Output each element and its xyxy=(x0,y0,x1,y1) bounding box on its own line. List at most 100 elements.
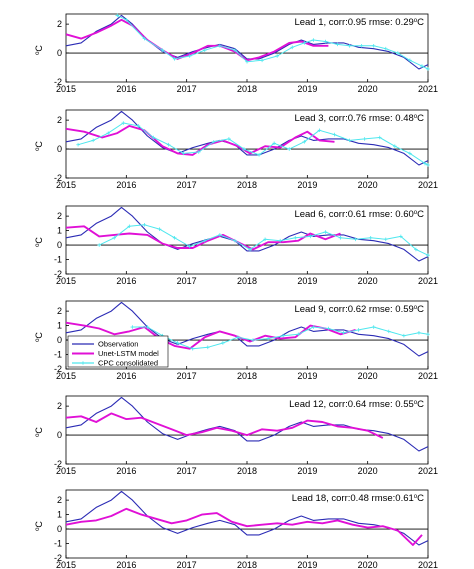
x-tick-label: 2019 xyxy=(297,276,317,286)
cpc-point-marker xyxy=(426,253,430,257)
cpc-point-marker xyxy=(236,335,240,339)
cpc-point-marker xyxy=(323,230,328,234)
cpc-point-marker xyxy=(76,142,80,147)
cpc-point-marker xyxy=(260,58,264,63)
y-axis-label: oC xyxy=(34,45,44,55)
y-tick-label: 0 xyxy=(57,524,62,534)
x-tick-label: 2021 xyxy=(418,371,438,381)
y-tick-label: 2 xyxy=(57,495,62,505)
cpc-point-marker xyxy=(371,44,376,48)
cpc-point-marker xyxy=(393,144,397,148)
panel-3: 2015 2016 2017 2018 2019 2020 2021 2 1 0 -1 -2 oC Lea… xyxy=(34,205,438,286)
cpc-point-marker xyxy=(281,333,285,338)
cpc-point-marker xyxy=(399,234,403,239)
panel-5: 2015 2016 2017 2018 2019 2020 2021 2 0 -2 oC Lead 1… xyxy=(34,395,438,476)
x-tick-label: 2017 xyxy=(177,560,197,569)
cpc-point-marker xyxy=(130,325,135,329)
x-tick-label: 2016 xyxy=(116,466,136,476)
y-tick-label: -1 xyxy=(54,539,62,549)
x-tick-label: 2021 xyxy=(418,84,438,94)
cpc-point-marker xyxy=(202,48,207,52)
panel-title: Lead 18, corr:0.48 rmse:0.61oC xyxy=(292,493,424,504)
y-tick-label: -1 xyxy=(54,255,62,265)
x-tick-label: 2021 xyxy=(418,466,438,476)
cpc-point-marker xyxy=(142,36,147,41)
cpc-point-marker xyxy=(160,48,165,52)
cpc-point-marker xyxy=(347,138,352,143)
cpc-point-marker xyxy=(172,57,177,61)
y-axis-label: oC xyxy=(34,237,44,247)
cpc-point-marker xyxy=(166,142,171,147)
cpc-point-marker xyxy=(115,13,120,18)
cpc-point-marker xyxy=(127,224,132,229)
cpc-point-marker xyxy=(196,150,201,154)
panel-title: Lead 1, corr:0.95 rmse: 0.29oC xyxy=(294,17,424,28)
y-tick-label: 0 xyxy=(57,335,62,345)
cpc-point-marker xyxy=(362,137,367,141)
cpc-point-marker xyxy=(426,163,430,167)
y-tick-label: -2 xyxy=(54,77,62,87)
cpc-point-marker xyxy=(121,121,126,125)
cpc-point-marker xyxy=(402,333,406,338)
cpc-point-marker xyxy=(377,135,382,140)
cpc-point-marker xyxy=(205,345,210,350)
x-tick-label: 2018 xyxy=(237,180,257,190)
y-tick-label: -2 xyxy=(54,173,62,183)
legend-label: Unet-LSTM model xyxy=(98,349,159,358)
y-axis-label: oC xyxy=(34,521,44,531)
cpc-point-marker xyxy=(311,38,316,42)
cpc-point-marker xyxy=(151,135,156,140)
cpc-point-marker xyxy=(383,46,388,51)
series-observation-line xyxy=(65,14,429,70)
cpc-point-marker xyxy=(187,244,192,249)
x-tick-label: 2019 xyxy=(297,560,317,569)
x-tick-label: 2020 xyxy=(358,84,378,94)
x-tick-label: 2017 xyxy=(177,276,197,286)
cpc-point-marker xyxy=(383,237,388,242)
y-tick-label: 2 xyxy=(57,115,62,125)
series-observation-line xyxy=(65,110,429,166)
x-tick-label: 2019 xyxy=(297,371,317,381)
cpc-point-marker xyxy=(157,227,162,231)
cpc-point-marker xyxy=(347,44,352,48)
x-tick-label: 2018 xyxy=(237,560,257,569)
y-tick-label: 1 xyxy=(57,510,62,520)
x-tick-label: 2015 xyxy=(56,180,76,190)
cpc-point-marker xyxy=(341,331,346,335)
x-tick-label: 2016 xyxy=(116,371,136,381)
cpc-point-marker xyxy=(202,238,207,243)
cpc-point-marker xyxy=(278,238,282,243)
cpc-point-marker xyxy=(311,325,316,329)
x-tick-label: 2015 xyxy=(56,371,76,381)
cpc-point-marker xyxy=(263,237,267,242)
series-unet-lstm-model-line xyxy=(65,124,335,156)
x-tick-label: 2018 xyxy=(237,84,257,94)
cpc-point-marker xyxy=(317,128,322,133)
legend-box xyxy=(67,335,169,368)
series-unet-lstm-model-line xyxy=(65,225,341,251)
series-unet-lstm-model-line xyxy=(65,321,356,350)
cpc-point-marker xyxy=(408,151,412,156)
x-tick-label: 2020 xyxy=(358,180,378,190)
cpc-point-marker xyxy=(172,236,177,240)
cpc-point-marker xyxy=(290,45,295,50)
cpc-point-marker xyxy=(233,48,237,52)
legend-label: Observation xyxy=(98,340,138,349)
cpc-point-marker xyxy=(248,247,252,252)
x-tick-label: 2015 xyxy=(56,466,76,476)
x-tick-label: 2020 xyxy=(358,466,378,476)
y-tick-label: -2 xyxy=(54,553,62,563)
cpc-point-marker xyxy=(420,64,424,68)
x-tick-label: 2018 xyxy=(237,276,257,286)
series-unet-lstm-model-line xyxy=(65,18,329,62)
panel-2: 2015 2016 2017 2018 2019 2020 2021 2 0 -2 oC Lead 3… xyxy=(34,109,438,190)
x-tick-label: 2017 xyxy=(177,371,197,381)
x-tick-label: 2020 xyxy=(358,560,378,569)
x-tick-label: 2017 xyxy=(177,180,197,190)
panel-title: Lead 9, corr:0.62 rmse: 0.59oC xyxy=(294,304,424,315)
legend-label: CPC consolidated xyxy=(98,359,158,368)
cpc-point-marker xyxy=(353,237,358,242)
cpc-point-marker xyxy=(414,247,418,252)
